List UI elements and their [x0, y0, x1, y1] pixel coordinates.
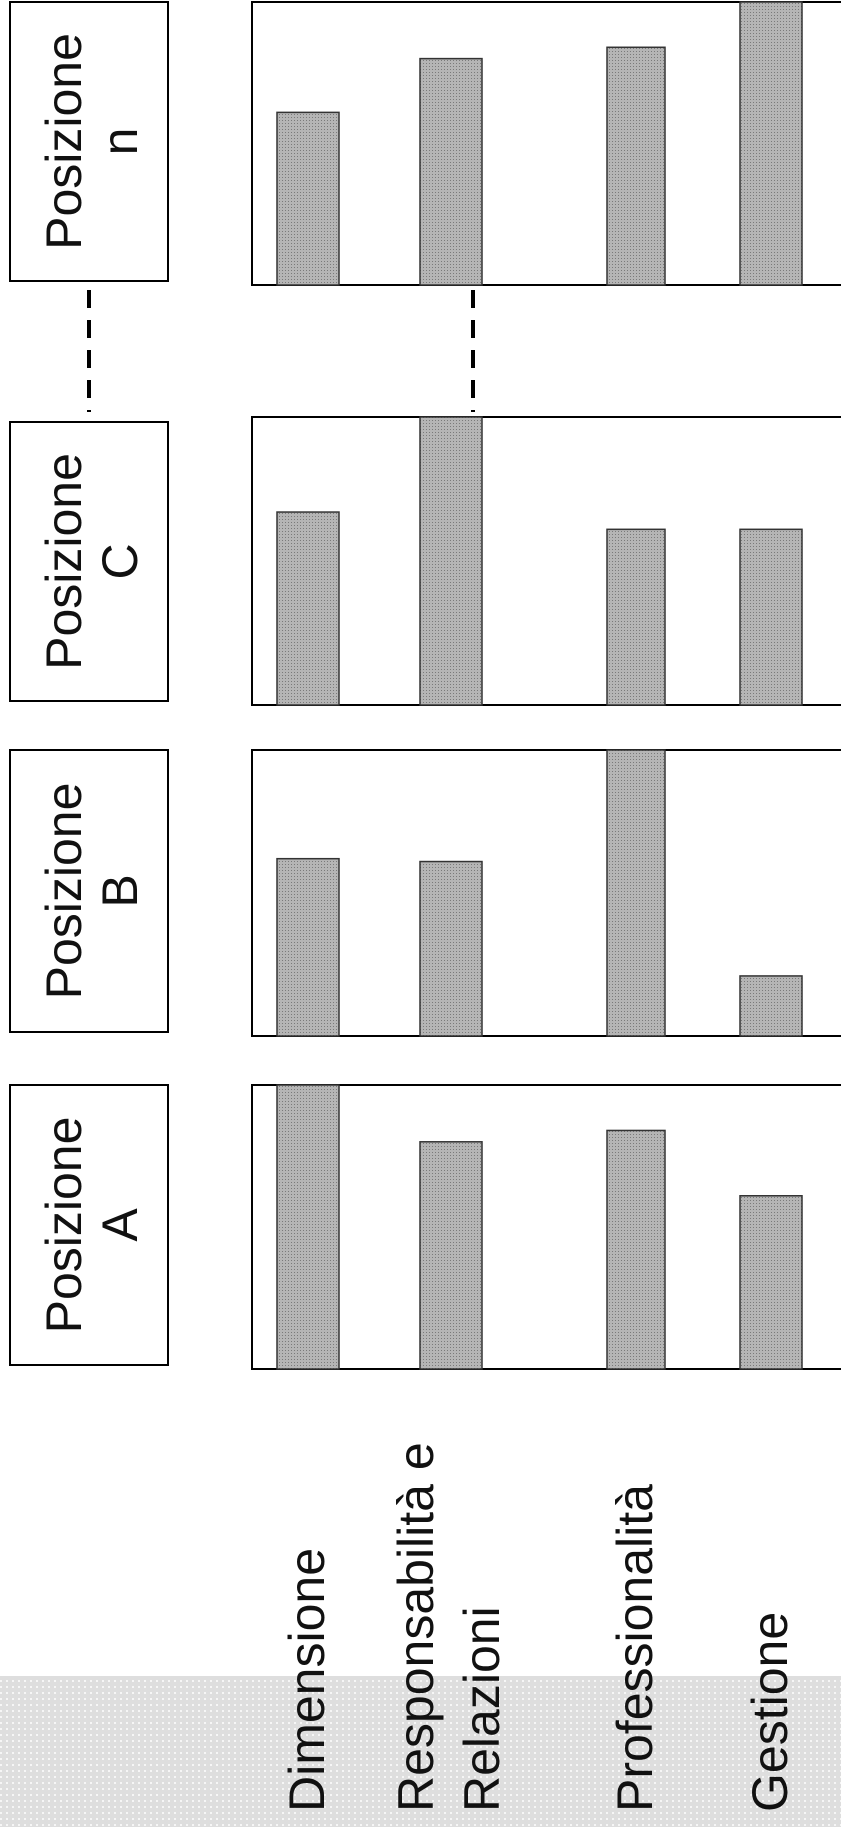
bar: [419, 416, 483, 706]
series-label: Posizionen: [36, 33, 148, 250]
series-label-box: [9, 1, 169, 282]
category-label: Dimensione: [279, 1548, 335, 1812]
category-band: [0, 1676, 841, 1827]
panel-4: Posizionen: [9, 1, 841, 286]
bar: [606, 749, 666, 1037]
series-label-box: [9, 749, 169, 1033]
bar: [739, 1, 803, 286]
series-label: PosizioneC: [36, 453, 148, 670]
bar: [739, 1195, 803, 1370]
bar: [419, 57, 483, 286]
category-label: Gestione: [742, 1612, 798, 1812]
bar: [276, 1084, 340, 1370]
bar: [606, 528, 666, 706]
category-label: Responsabilità e Relazioni: [388, 1442, 510, 1812]
bar: [276, 857, 340, 1037]
series-label-box: [9, 1084, 169, 1366]
bar: [276, 111, 340, 286]
series-label: PosizioneB: [36, 783, 148, 1000]
bar: [739, 975, 803, 1037]
bar: [419, 860, 483, 1037]
bar: [739, 528, 803, 706]
bar: [419, 1141, 483, 1370]
bar: [606, 46, 666, 286]
bar: [606, 1129, 666, 1370]
category-label: Professionalità: [607, 1484, 663, 1812]
panel-2: PosizioneB: [9, 749, 841, 1037]
dashed-connectors: [87, 290, 475, 412]
series-label-box: [9, 421, 169, 702]
panel-3: PosizioneC: [9, 416, 841, 706]
bar: [276, 511, 340, 706]
series-label: PosizioneA: [36, 1117, 148, 1334]
panel-1: PosizioneA: [9, 1084, 841, 1370]
